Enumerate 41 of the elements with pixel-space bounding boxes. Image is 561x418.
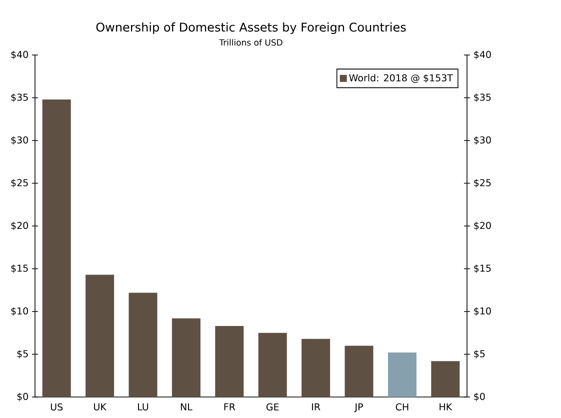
y2-tick-label: $30 bbox=[474, 136, 491, 145]
y-tick-label: $15 bbox=[11, 264, 28, 274]
y2-tick-label: $0 bbox=[474, 392, 485, 402]
bar bbox=[128, 292, 158, 397]
bar bbox=[172, 318, 200, 397]
bar bbox=[431, 361, 460, 397]
y2-tick-label: $20 bbox=[474, 222, 491, 230]
y-tick-label: $40 bbox=[11, 50, 28, 60]
bar bbox=[258, 332, 287, 397]
x-tick-label: IR bbox=[312, 403, 320, 410]
x-tick-label: NL bbox=[180, 403, 192, 410]
legend-label: World: 2018 @ $153T bbox=[349, 74, 453, 83]
x-tick-label: LU bbox=[138, 403, 148, 410]
y-tick-label: $35 bbox=[11, 93, 28, 102]
y2-tick-label: $15 bbox=[474, 264, 491, 274]
y2-tick-label: $5 bbox=[474, 350, 485, 359]
bar bbox=[42, 99, 71, 397]
y-tick-label: $30 bbox=[11, 136, 28, 145]
y-tick-label: $25 bbox=[11, 178, 28, 188]
x-tick-label: JP bbox=[354, 403, 363, 412]
bar bbox=[388, 352, 416, 397]
x-tick-label: CH bbox=[396, 403, 408, 411]
x-tick-label: HK bbox=[440, 403, 452, 410]
y-tick-label: $10 bbox=[11, 307, 28, 316]
chart-title: Ownership of Domestic Assets by Foreign Countries bbox=[96, 22, 406, 34]
bar bbox=[344, 346, 374, 397]
y2-tick-label: $25 bbox=[474, 178, 491, 188]
bar bbox=[215, 326, 244, 397]
x-tick-label: UK bbox=[94, 403, 107, 410]
x-tick-label: GE bbox=[266, 403, 279, 411]
bar bbox=[302, 338, 330, 397]
y2-tick-label: $35 bbox=[474, 93, 491, 102]
y2-tick-label: $10 bbox=[474, 307, 491, 316]
x-tick-label: FR bbox=[224, 403, 236, 410]
bar bbox=[86, 274, 114, 397]
y-tick-label: $20 bbox=[11, 222, 28, 230]
y-tick-label: $5 bbox=[17, 350, 28, 359]
y-tick-label: $0 bbox=[17, 392, 28, 402]
x-tick-label: US bbox=[50, 403, 63, 411]
chart-subtitle: Trillions of USD bbox=[219, 39, 282, 46]
y2-tick-label: $40 bbox=[474, 50, 491, 60]
